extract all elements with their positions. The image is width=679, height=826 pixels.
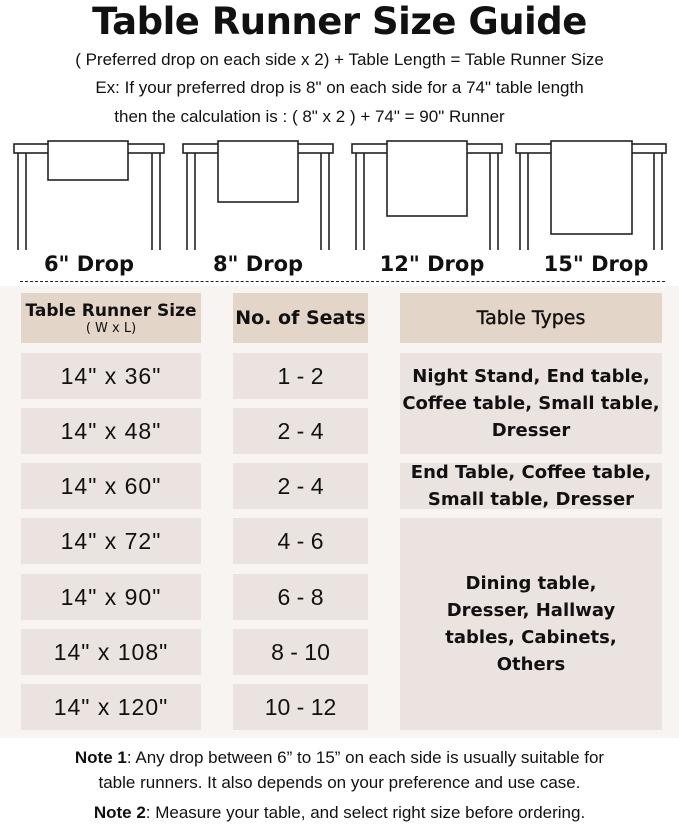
drop-label-6: 6" Drop — [43, 252, 135, 276]
size-cell: 14" x 72" — [21, 518, 201, 564]
example-line-2: then the calculation is : ( 8" x 2 ) + 7… — [114, 107, 505, 126]
note2-text: : Measure your table, and select right s… — [145, 803, 586, 822]
header-size-sub: ( W x L) — [85, 320, 137, 336]
table-drop-illustrations — [13, 140, 667, 250]
table-drawing — [351, 140, 503, 250]
drop-label-12: 12" Drop — [379, 252, 485, 276]
note2-label: Note 2 — [93, 803, 146, 822]
table-drawing — [13, 140, 165, 250]
seats-cell: 1 - 2 — [233, 353, 368, 399]
runner-drop — [550, 140, 633, 235]
size-cell: 14" x 108" — [21, 629, 201, 675]
note1-label: Note 1 — [74, 748, 127, 767]
formula-text: ( Preferred drop on each side x 2) + Tab… — [75, 50, 604, 69]
example-line-1: Ex: If your preferred drop is 8" on each… — [95, 78, 584, 97]
note1-text-2: table runners. It also depends on your p… — [98, 773, 581, 792]
header-types: Table Types — [400, 293, 662, 343]
header-size-label: Table Runner Size — [25, 300, 197, 321]
type-small: Night Stand, End table, Coffee table, Sm… — [400, 353, 662, 454]
size-cell: 14" x 48" — [21, 408, 201, 454]
type-medium: End Table, Coffee table, Small table, Dr… — [400, 462, 662, 510]
header-size: Table Runner Size ( W x L) — [21, 293, 201, 343]
type-large: Dining table, Dresser, Hallway tables, C… — [400, 518, 662, 730]
drop-label-8: 8" Drop — [212, 252, 304, 276]
seats-cell: 4 - 6 — [233, 518, 368, 564]
page-title: Table Runner Size Guide — [92, 0, 587, 43]
seats-cell: 6 - 8 — [233, 574, 368, 620]
runner-drop — [386, 140, 468, 217]
seats-cell: 2 - 4 — [233, 463, 368, 509]
divider — [20, 281, 665, 282]
size-cell: 14" x 36" — [21, 353, 201, 399]
seats-cell: 8 - 10 — [233, 629, 368, 675]
size-cell: 14" x 60" — [21, 463, 201, 509]
seats-cell: 10 - 12 — [233, 684, 368, 730]
note-2: Note 2: Measure your table, and select r… — [0, 800, 679, 825]
size-cell: 14" x 120" — [21, 684, 201, 730]
seats-cell: 2 - 4 — [233, 408, 368, 454]
note-1: Note 1: Any drop between 6” to 15” on ea… — [0, 745, 679, 795]
header-seats: No. of Seats — [233, 293, 368, 343]
table-drawing — [515, 140, 667, 250]
table-drawing — [182, 140, 334, 250]
size-cell: 14" x 90" — [21, 574, 201, 620]
runner-drop — [47, 140, 129, 181]
drop-label-15: 15" Drop — [543, 252, 649, 276]
note1-text: : Any drop between 6” to 15” on each sid… — [126, 748, 605, 767]
runner-drop — [217, 140, 299, 203]
